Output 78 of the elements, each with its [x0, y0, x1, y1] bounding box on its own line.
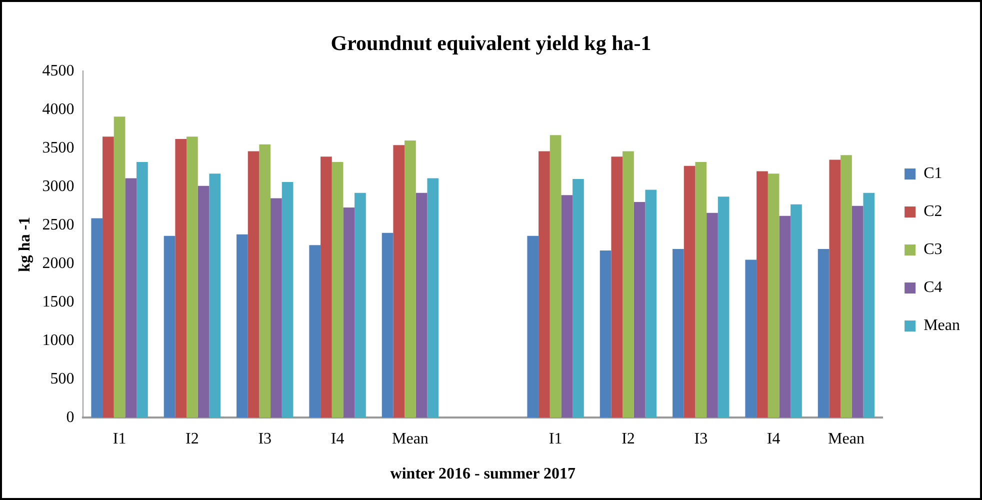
- x-tick-label: Mean: [828, 430, 864, 448]
- y-tick-label: 4500: [42, 62, 74, 80]
- x-tick-label: Mean: [392, 430, 428, 448]
- chart-title: Groundnut equivalent yield kg ha-1: [330, 31, 652, 56]
- bar: [164, 236, 176, 418]
- y-tick-label: 1500: [42, 293, 74, 310]
- bar: [270, 198, 282, 418]
- y-tick-label: 4000: [42, 100, 74, 118]
- bar: [645, 190, 657, 418]
- bar: [393, 145, 405, 418]
- bar: [695, 162, 707, 418]
- bar: [343, 207, 355, 418]
- bar: [175, 138, 187, 418]
- bar: [209, 174, 221, 418]
- bar: [572, 178, 584, 418]
- bar: [91, 218, 103, 418]
- bar: [382, 232, 394, 418]
- bar: [756, 171, 768, 418]
- x-tick-label: I2: [622, 430, 635, 448]
- bar: [416, 192, 428, 418]
- bar: [779, 216, 791, 418]
- bar: [538, 151, 550, 418]
- bar: [852, 206, 864, 418]
- y-tick-label: 500: [50, 370, 74, 388]
- bar: [282, 182, 294, 418]
- bar: [706, 212, 718, 418]
- bar: [136, 162, 148, 418]
- bar: [259, 144, 271, 418]
- y-axis-title: kg ha -1: [16, 216, 34, 272]
- x-tick-label: I4: [766, 430, 780, 448]
- bar: [404, 140, 416, 418]
- bar: [102, 136, 114, 418]
- bar: [527, 236, 539, 418]
- bar: [634, 202, 646, 418]
- legend-label: C1: [924, 165, 942, 182]
- bar: [840, 155, 852, 418]
- x-tick-label: I4: [330, 430, 344, 448]
- bar: [863, 192, 875, 418]
- y-tick-label: 0: [66, 408, 74, 426]
- bar: [550, 135, 562, 418]
- bar: [198, 186, 210, 418]
- bar: [684, 166, 696, 418]
- y-tick-label: 1000: [42, 332, 74, 349]
- bar: [818, 249, 830, 418]
- bar: [125, 178, 137, 418]
- legend-label: Mean: [924, 317, 960, 334]
- y-tick-label: 3000: [42, 178, 74, 195]
- x-tick-label: I1: [112, 430, 126, 448]
- bar: [768, 174, 780, 418]
- legend-label: C4: [924, 279, 942, 296]
- x-tick-label: I3: [694, 430, 708, 448]
- x-tick-label: I1: [548, 430, 562, 448]
- bar: [248, 151, 260, 418]
- y-tick-label: 3500: [42, 139, 74, 156]
- bar: [622, 151, 634, 418]
- bar: [309, 245, 321, 418]
- bar: [611, 156, 623, 418]
- bar: [718, 196, 730, 418]
- bar: [236, 234, 248, 418]
- bar: [186, 136, 198, 418]
- legend-label: C2: [924, 203, 942, 220]
- bar: [745, 260, 757, 418]
- bar: [427, 178, 439, 418]
- bar: [354, 192, 366, 418]
- bar: [790, 204, 802, 418]
- x-axis-title: winter 2016 - summer 2017: [390, 466, 576, 483]
- bar: [829, 160, 841, 418]
- bar: [600, 250, 612, 418]
- x-tick-label: I2: [186, 430, 199, 448]
- bar: [114, 116, 126, 418]
- bar: [561, 195, 573, 418]
- y-tick-label: 2500: [42, 216, 74, 234]
- bar: [332, 162, 344, 418]
- legend-label: C3: [924, 241, 942, 258]
- bar: [672, 249, 684, 418]
- bar: [320, 156, 332, 418]
- x-tick-label: I3: [258, 430, 272, 448]
- y-tick-label: 2000: [42, 254, 74, 272]
